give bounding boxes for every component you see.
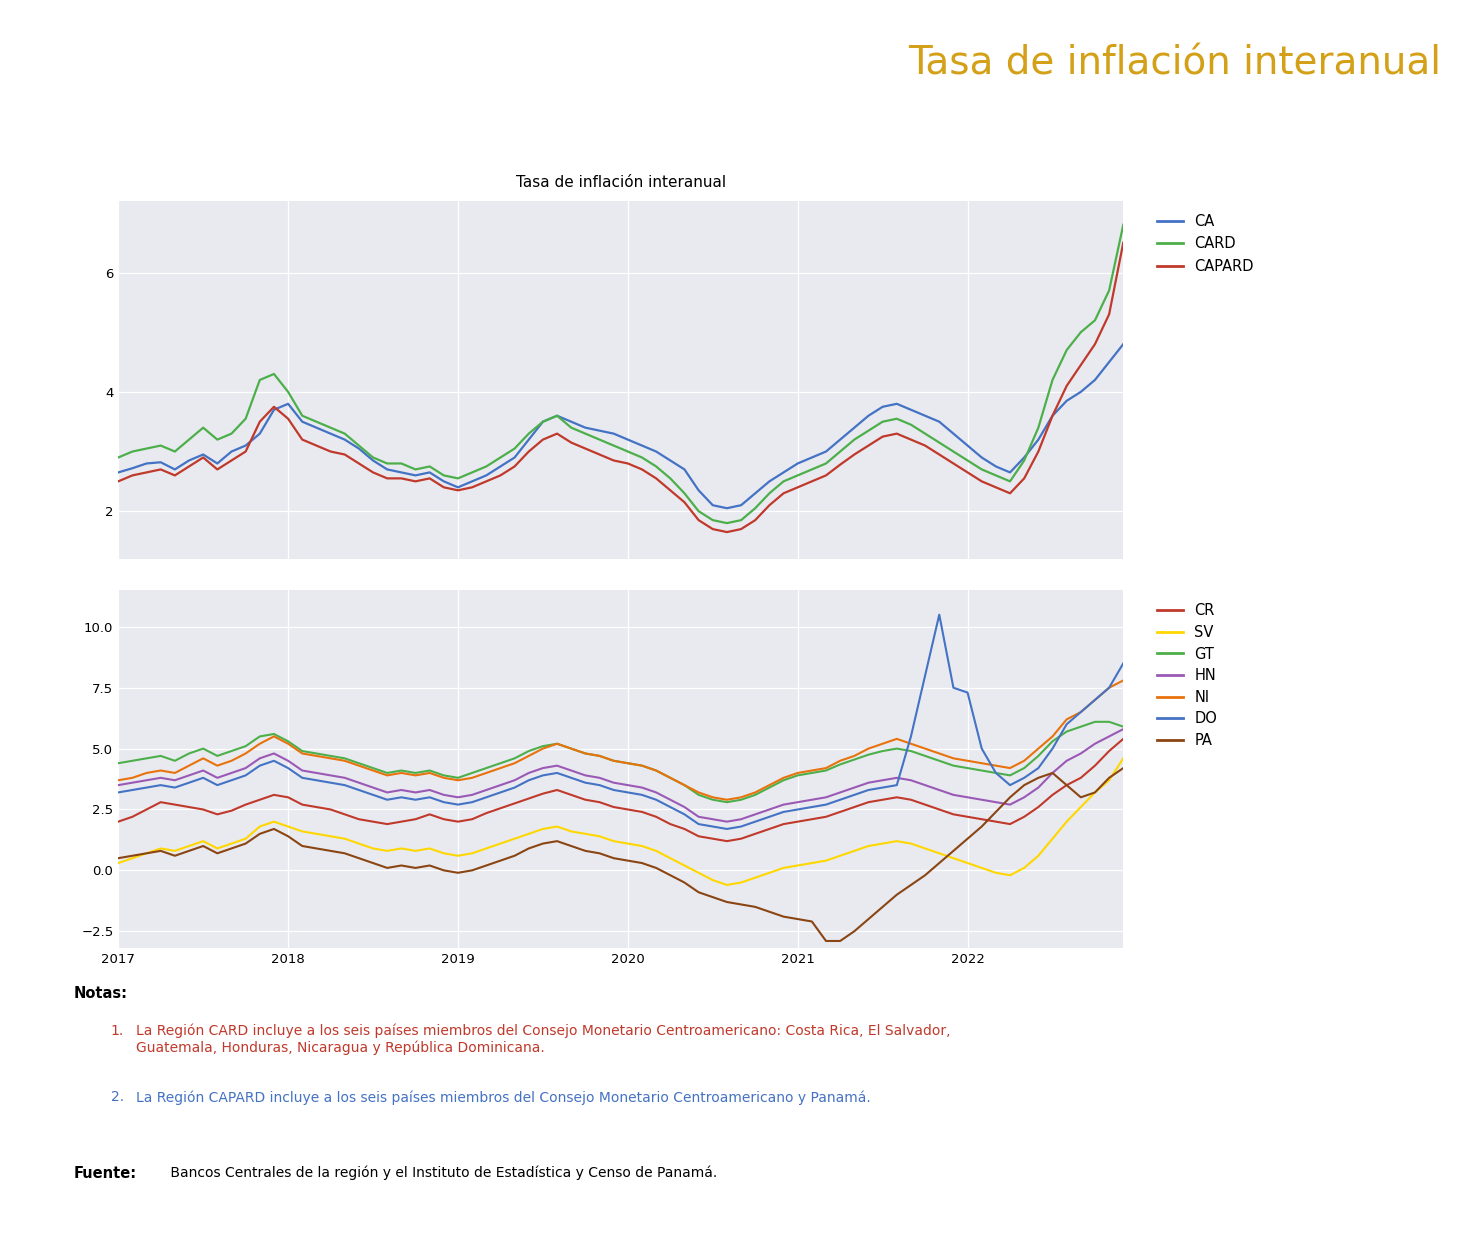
Text: Tasa de inflación interanual: Tasa de inflación interanual <box>907 44 1441 83</box>
Legend: CR, SV, GT, HN, NI, DO, PA: CR, SV, GT, HN, NI, DO, PA <box>1151 598 1224 754</box>
Text: 1.: 1. <box>111 1024 124 1037</box>
Text: Bancos Centrales de la región y el Instituto de Estadística y Censo de Panamá.: Bancos Centrales de la región y el Insti… <box>166 1166 717 1181</box>
Text: 2.: 2. <box>111 1090 124 1104</box>
Text: La Región CAPARD incluye a los seis países miembros del Consejo Monetario Centro: La Región CAPARD incluye a los seis país… <box>136 1090 871 1105</box>
Text: Notas:: Notas: <box>74 986 129 1001</box>
Text: Fuente:: Fuente: <box>74 1166 137 1181</box>
Text: La Región CARD incluye a los seis países miembros del Consejo Monetario Centroam: La Región CARD incluye a los seis países… <box>136 1024 950 1055</box>
Title: Tasa de inflación interanual: Tasa de inflación interanual <box>516 175 726 190</box>
Legend: CA, CARD, CAPARD: CA, CARD, CAPARD <box>1151 208 1259 280</box>
